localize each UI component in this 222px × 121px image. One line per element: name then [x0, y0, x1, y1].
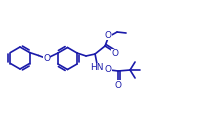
- Text: HN: HN: [90, 64, 104, 72]
- Text: O: O: [105, 65, 111, 75]
- Text: O: O: [105, 30, 111, 39]
- Text: O: O: [43, 54, 50, 63]
- Text: O: O: [111, 49, 119, 58]
- Text: O: O: [115, 80, 122, 90]
